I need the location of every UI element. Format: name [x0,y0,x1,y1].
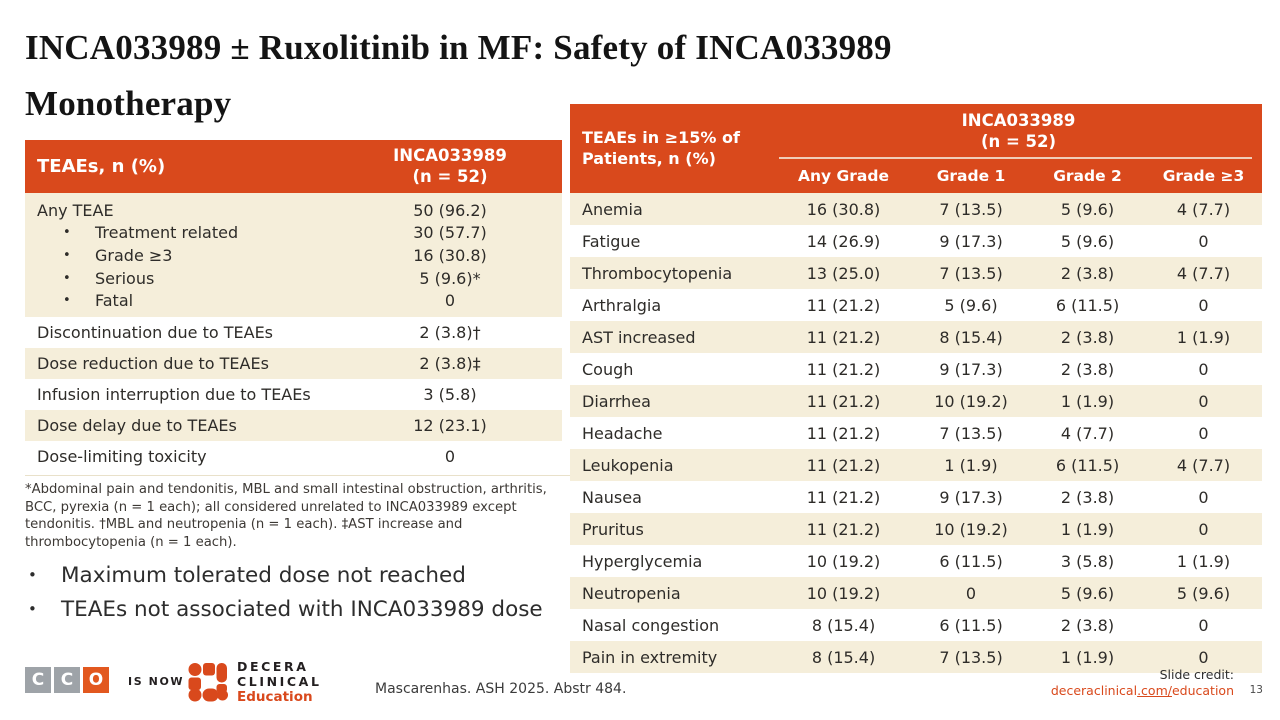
page-title-line1: INCA033989 ± Ruxolitinib in MF: Safety o… [25,28,892,67]
table-subrow: • Fatal 0 [63,291,456,311]
cco-logo-letter: O [83,667,109,693]
grade-column-headers: Any Grade Grade 1 Grade 2 Grade ≥3 [798,167,1245,186]
table-row: Infusion interruption due to TEAEs 3 (5.… [37,384,477,404]
bullet-icon: • [63,270,71,286]
table-row: Dose-limiting toxicity 0 [37,446,456,466]
header-teaes-label: TEAEs, n (%) [37,156,166,177]
page-title-line2: Monotherapy [25,84,232,123]
table-row: Dose reduction due to TEAEs 2 (3.8)‡ [25,347,562,379]
table-row: Arthralgia 11 (21.2) 5 (9.6) 6 (11.5) 0 [582,295,1209,315]
bullet-icon: • [28,600,37,619]
table-row: AST increased 11 (21.2) 8 (15.4) 2 (3.8) 1 (… [570,321,1262,353]
is-now-label: IS NOW [128,675,185,688]
list-item: • TEAEs not associated with INCA033989 d… [28,594,544,625]
footnote: *Abdominal pain and tendonitis, MBL and … [25,475,581,551]
header-arm-span: INCA033989 (n = 52) Any Grade Grade 1 Gr… [775,104,1262,193]
table-row: Pruritus 11 (21.2) 10 (19.2) 1 (1.9) 0 [570,513,1262,545]
header-arm-label: INCA033989 (n = 52) [393,145,507,186]
teae-summary-table: TEAEs, n (%) INCA033989 (n = 52) Any TEA… [25,140,562,472]
cco-logo-letter: C [25,667,51,693]
bullet-icon: • [63,225,71,241]
header-teaes-15pct-label: TEAEs in ≥15% of Patients, n (%) [582,127,740,168]
table-subrow: • Treatment related 30 (57.7) [63,223,487,243]
table-row: Diarrhea 11 (21.2) 10 (19.2) 1 (1.9) 0 [570,385,1262,417]
slide-credit: Slide credit: deceraclinical.com/educati… [1051,667,1234,700]
table-row: Fatigue 14 (26.9) 9 (17.3) 5 (9.6) 0 [582,231,1209,251]
teae-by-grade-table: TEAEs in ≥15% of Patients, n (%) INCA033… [570,104,1262,673]
table-row: Neutropenia 10 (19.2) 0 5 (9.6) 5 (9.6) [570,577,1262,609]
teae-summary-table-header: TEAEs, n (%) INCA033989 (n = 52) [25,140,562,193]
cco-logo-letter: C [54,667,80,693]
bullet-icon: • [28,566,37,584]
page-title: INCA033989 ± Ruxolitinib in MF: Safety o… [25,20,892,132]
table-row: Anemia 16 (30.8) 7 (13.5) 5 (9.6) 4 (7.7) [570,193,1262,225]
table-row: Leukopenia 11 (21.2) 1 (1.9) 6 (11.5) 4 (7.7… [570,449,1262,481]
table-row: Hyperglycemia 10 (19.2) 6 (11.5) 3 (5.8) 1 (… [582,551,1231,571]
key-points-list: • Maximum tolerated dose not reached • T… [28,560,544,628]
decera-logo-icon [188,663,228,702]
table-row: Thrombocytopenia 13 (25.0) 7 (13.5) 2 (3.8)… [570,257,1262,289]
cco-logo: C C O [25,667,109,693]
decera-logo-text: DECERA CLINICAL Education [237,659,322,705]
table-row: Dose delay due to TEAEs 12 (23.1) [25,409,562,441]
teae-by-grade-table-header: TEAEs in ≥15% of Patients, n (%) INCA033… [570,104,1262,193]
table-row: Pain in extremity 8 (15.4) 7 (13.5) 1 (1.9)… [570,641,1262,673]
table-subrow: • Serious 5 (9.6)* [63,268,481,288]
table-subrow: Any TEAE 50 (96.2) [37,200,487,220]
bullet-icon: • [63,247,71,263]
table-row: Discontinuation due to TEAEs 2 (3.8)† [37,322,481,342]
decera-clinical-logo: DECERA CLINICAL Education [188,659,322,706]
header-arm-label: INCA033989 (n = 52) [961,111,1076,151]
slide-credit-link[interactable]: deceraclinical.com/education [1050,683,1234,699]
header-divider [779,157,1252,160]
slide-credit-label: Slide credit: [1159,667,1234,682]
page-number: 13 [1249,684,1263,696]
table-row: Headache 11 (21.2) 7 (13.5) 4 (7.7) 0 [582,423,1209,443]
table-row: Cough 11 (21.2) 9 (17.3) 2 (3.8) 0 [582,359,1209,379]
teae-by-grade-table-body: Anemia 16 (30.8) 7 (13.5) 5 (9.6) 4 (7.7) Fa… [570,193,1262,673]
list-item: • Maximum tolerated dose not reached [28,560,544,591]
table-subrow: • Grade ≥3 16 (30.8) [63,245,487,265]
table-row: Nasal congestion 8 (15.4) 6 (11.5) 2 (3.8) 0 [582,615,1209,635]
reference-citation: Mascarenhas. ASH 2025. Abstr 484. [375,681,627,697]
table-row: Nausea 11 (21.2) 9 (17.3) 2 (3.8) 0 [582,487,1209,507]
table-row-any-teae: Any TEAE 50 (96.2) • Treatment related 30… [25,193,562,317]
bullet-icon: • [63,293,71,309]
